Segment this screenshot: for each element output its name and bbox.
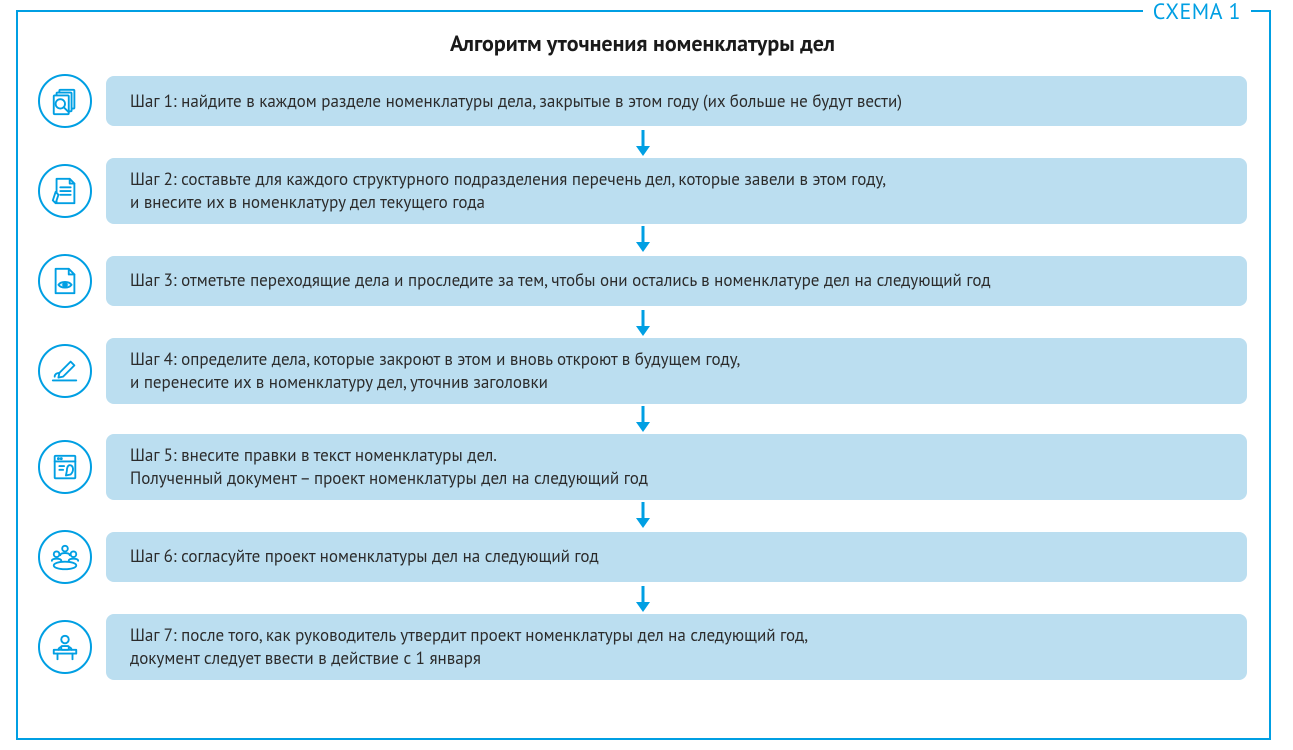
step-bar: Шаг 4: определите дела, которые закроют … [106, 338, 1247, 404]
arrow-down-icon [38, 308, 1247, 338]
sign-doc-icon [38, 344, 92, 398]
step-row: Шаг 2: составьте для каждого структурног… [38, 158, 1247, 224]
step-bar: Шаг 3: отметьте переходящие дела и просл… [106, 256, 1247, 306]
edit-doc-icon [38, 440, 92, 494]
approve-desk-icon [38, 620, 92, 674]
arrow-down-icon [38, 224, 1247, 254]
arrow-down-icon [38, 584, 1247, 614]
step-row: Шаг 6: согласуйте проект номенклатуры де… [38, 530, 1247, 584]
write-doc-icon [38, 164, 92, 218]
scheme-badge: СХЕМА 1 [1143, 0, 1251, 26]
step-bar: Шаг 5: внесите правки в текст номенклату… [106, 434, 1247, 500]
step-text: Шаг 7: после того, как руководитель утве… [130, 624, 808, 670]
meeting-icon [38, 530, 92, 584]
arrow-down-icon [38, 128, 1247, 158]
view-doc-icon [38, 254, 92, 308]
step-bar: Шаг 2: составьте для каждого структурног… [106, 158, 1247, 224]
step-text: Шаг 6: согласуйте проект номенклатуры де… [130, 545, 599, 568]
step-row: Шаг 5: внесите правки в текст номенклату… [38, 434, 1247, 500]
step-bar: Шаг 1: найдите в каждом разделе номенкла… [106, 76, 1247, 126]
step-text: Шаг 1: найдите в каждом разделе номенкла… [130, 90, 902, 113]
step-row: Шаг 3: отметьте переходящие дела и просл… [38, 254, 1247, 308]
arrow-down-icon [38, 500, 1247, 530]
search-docs-icon [38, 74, 92, 128]
arrow-down-icon [38, 404, 1247, 434]
step-row: Шаг 1: найдите в каждом разделе номенкла… [38, 74, 1247, 128]
diagram-title: Алгоритм уточнения номенклатуры дел [38, 30, 1247, 58]
diagram-frame: СХЕМА 1 Алгоритм уточнения номенклатуры … [16, 10, 1271, 740]
step-text: Шаг 3: отметьте переходящие дела и просл… [130, 269, 991, 292]
step-bar: Шаг 6: согласуйте проект номенклатуры де… [106, 532, 1247, 582]
step-row: Шаг 7: после того, как руководитель утве… [38, 614, 1247, 680]
step-row: Шаг 4: определите дела, которые закроют … [38, 338, 1247, 404]
step-text: Шаг 5: внесите правки в текст номенклату… [130, 444, 648, 490]
step-text: Шаг 4: определите дела, которые закроют … [130, 348, 740, 394]
steps-container: Шаг 1: найдите в каждом разделе номенкла… [38, 74, 1247, 680]
step-text: Шаг 2: составьте для каждого структурног… [130, 168, 886, 214]
step-bar: Шаг 7: после того, как руководитель утве… [106, 614, 1247, 680]
